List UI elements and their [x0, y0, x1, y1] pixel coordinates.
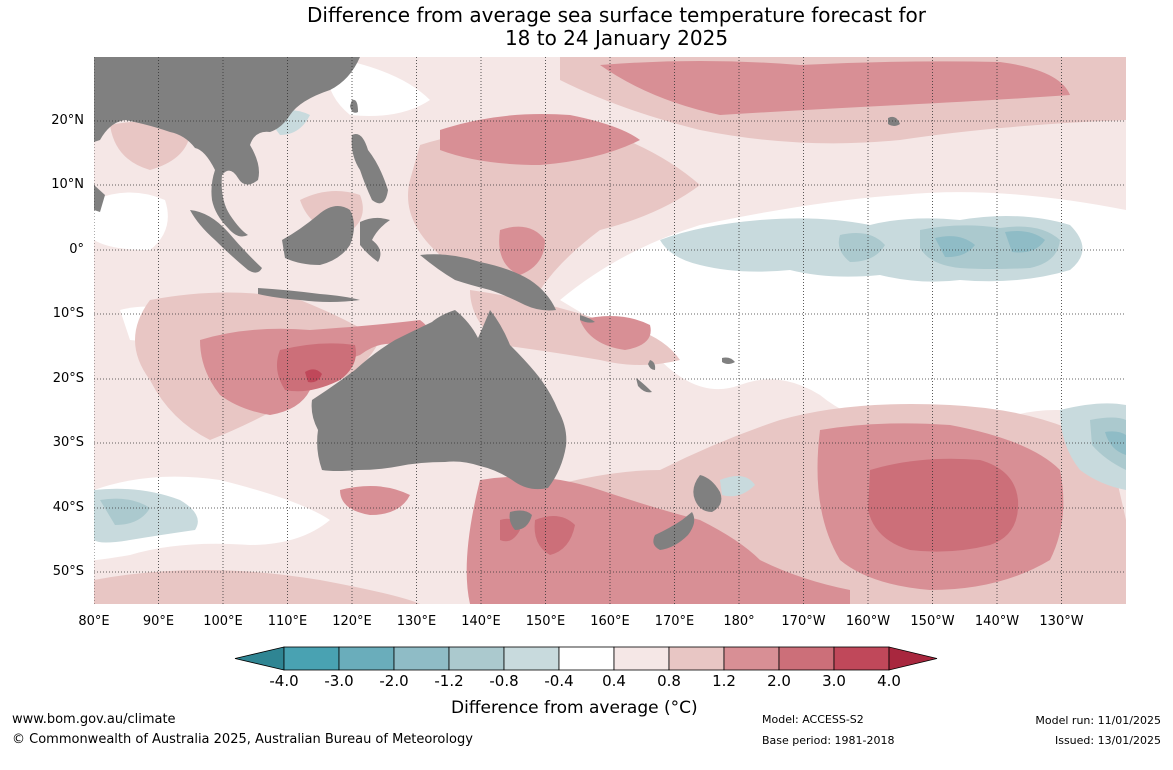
- philippines-land: [351, 134, 388, 204]
- latitude-label: 20°N: [51, 113, 84, 128]
- tasmania-land: [509, 510, 532, 530]
- vanuatu-land: [648, 360, 656, 370]
- latitude-label: 40°S: [52, 500, 84, 515]
- asia-land: [94, 57, 360, 237]
- colorbar-tick-label: 2.0: [767, 672, 791, 690]
- graticule: [94, 57, 1126, 604]
- warm-anomaly-zone-4: [305, 369, 322, 383]
- model-text: Model: ACCESS-S2: [762, 713, 864, 726]
- longitude-label: 170°E: [654, 614, 695, 629]
- colorbar-tick-label: 3.0: [822, 672, 846, 690]
- java-land: [258, 288, 360, 302]
- colorbar-tick-label: 4.0: [877, 672, 901, 690]
- longitude-label: 140°E: [461, 614, 501, 629]
- latitude-label: 10°S: [52, 306, 84, 321]
- longitude-label: 150°W: [910, 614, 955, 629]
- colorbar-tick-label: -3.0: [324, 672, 354, 690]
- title-line-1: Difference from average sea surface temp…: [306, 3, 926, 27]
- longitude-label: 110°E: [267, 614, 308, 629]
- colorbar-title: Difference from average (°C): [451, 698, 698, 718]
- land-masses: [94, 57, 900, 550]
- australia-land: [311, 310, 567, 490]
- sumatra-land: [190, 210, 262, 273]
- model-run-text: Model run: 11/01/2025: [1035, 714, 1161, 727]
- longitude-label: 140°W: [974, 614, 1020, 629]
- longitude-label: 120°E: [332, 614, 372, 629]
- map-area: [94, 57, 1126, 604]
- new-caledonia-land: [636, 378, 652, 393]
- longitude-label: 170°W: [781, 614, 826, 629]
- latitude-label: 10°N: [51, 177, 84, 192]
- longitude-label: 160°E: [590, 614, 630, 629]
- longitude-label: 80°E: [78, 614, 110, 629]
- sulawesi-land: [360, 217, 390, 262]
- colorbar-tick-label: -4.0: [269, 672, 299, 690]
- map-title: Difference from average sea surface temp…: [0, 4, 1173, 50]
- longitude-label: 150°E: [525, 614, 566, 629]
- colorbar-tick-label: -0.8: [489, 672, 519, 690]
- borneo-land: [282, 206, 354, 265]
- longitude-label: 130°E: [396, 614, 437, 629]
- new-guinea-land: [420, 254, 556, 311]
- colorbar-tick-label: 1.2: [712, 672, 736, 690]
- longitude-label: 160°W: [845, 614, 891, 629]
- longitude-label: 90°E: [142, 614, 175, 629]
- colorbar-tick-label: -1.2: [434, 672, 464, 690]
- india-land: [94, 185, 105, 212]
- latitude-label: 0°: [69, 242, 84, 257]
- latitude-label: 50°S: [52, 564, 84, 579]
- colorbar-tick-label: 0.4: [602, 672, 626, 690]
- latitude-label: 20°S: [52, 371, 84, 386]
- solomon-islands-land: [580, 315, 595, 323]
- longitude-label: 180°: [723, 614, 755, 629]
- colorbar-tick-label: 0.8: [657, 672, 681, 690]
- colorbar-tick-label: -2.0: [379, 672, 409, 690]
- fiji-land: [722, 357, 735, 364]
- new-zealand-north-land: [693, 475, 722, 512]
- longitude-label: 130°W: [1039, 614, 1084, 629]
- copyright-text: © Commonwealth of Australia 2025, Austra…: [12, 732, 473, 747]
- title-line-2: 18 to 24 January 2025: [504, 26, 729, 50]
- latitude-label: 30°S: [52, 435, 84, 450]
- issued-text: Issued: 13/01/2025: [1054, 734, 1161, 747]
- cool-anomaly-zone-3: [935, 231, 1126, 455]
- base-period-text: Base period: 1981-2018: [762, 734, 895, 747]
- colorbar-tick-label: -0.4: [544, 672, 574, 690]
- hawaii-land: [888, 116, 900, 126]
- website-text: www.bom.gov.au/climate: [12, 712, 176, 727]
- warm-anomaly-zone-3: [276, 343, 1019, 555]
- new-zealand-south-land: [653, 512, 695, 550]
- longitude-label: 100°E: [203, 614, 243, 629]
